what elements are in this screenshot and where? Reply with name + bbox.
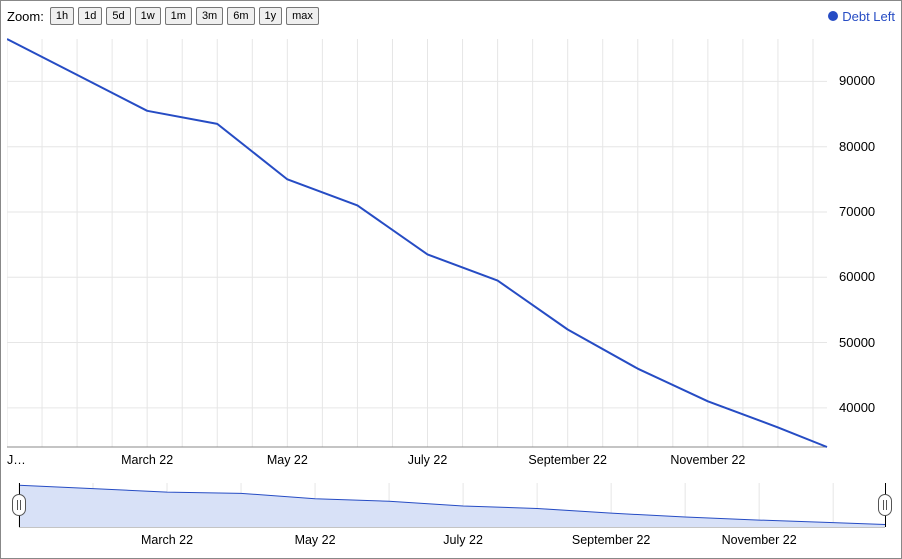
y-tick-label: 70000 — [839, 204, 875, 219]
chart-container: Zoom: 1h1d5d 1w1m3m6m 1ymax Debt Left 4000… — [0, 0, 902, 559]
y-tick-label: 90000 — [839, 73, 875, 88]
x-tick-label: May 22 — [267, 453, 308, 467]
overview-x-tick-label: September 22 — [572, 533, 651, 547]
legend-marker-icon — [828, 11, 838, 21]
zoom-button-6m[interactable]: 6m — [227, 7, 254, 25]
overview-x-tick-label: March 22 — [141, 533, 193, 547]
zoom-button-3m[interactable]: 3m — [196, 7, 223, 25]
y-tick-label: 40000 — [839, 400, 875, 415]
legend[interactable]: Debt Left — [828, 9, 895, 24]
range-handle-right[interactable] — [878, 494, 892, 516]
zoom-controls: Zoom: 1h1d5d 1w1m3m6m 1ymax — [7, 7, 319, 25]
x-tick-label: November 22 — [670, 453, 745, 467]
zoom-button-1y[interactable]: 1y — [259, 7, 283, 25]
legend-series-label: Debt Left — [842, 9, 895, 24]
range-handle-left[interactable] — [12, 494, 26, 516]
overview-chart[interactable]: March 22 May 22 July 22 September 22 Novembe… — [7, 483, 897, 553]
zoom-button-5d[interactable]: 5d — [106, 7, 130, 25]
zoom-button-1d[interactable]: 1d — [78, 7, 102, 25]
zoom-button-max[interactable]: max — [286, 7, 319, 25]
y-tick-label: 50000 — [839, 335, 875, 350]
zoom-button-1w[interactable]: 1w — [135, 7, 161, 25]
zoom-button-1m[interactable]: 1m — [165, 7, 192, 25]
zoom-button-1h[interactable]: 1h — [50, 7, 74, 25]
overview-x-tick-label: July 22 — [443, 533, 483, 547]
overview-x-tick-label: November 22 — [722, 533, 797, 547]
x-tick-label: September 22 — [528, 453, 607, 467]
x-tick-label: July 22 — [408, 453, 448, 467]
y-tick-label: 80000 — [839, 139, 875, 154]
topbar: Zoom: 1h1d5d 1w1m3m6m 1ymax Debt Left — [7, 5, 895, 27]
y-tick-label: 60000 — [839, 269, 875, 284]
main-chart[interactable]: 40000 50000 60000 70000 80000 90000 J… March 22… — [7, 29, 897, 469]
x-tick-label: J… — [7, 453, 26, 467]
x-tick-label: March 22 — [121, 453, 173, 467]
zoom-label: Zoom: — [7, 9, 44, 24]
main-chart-svg — [7, 29, 897, 469]
overview-x-tick-label: May 22 — [295, 533, 336, 547]
